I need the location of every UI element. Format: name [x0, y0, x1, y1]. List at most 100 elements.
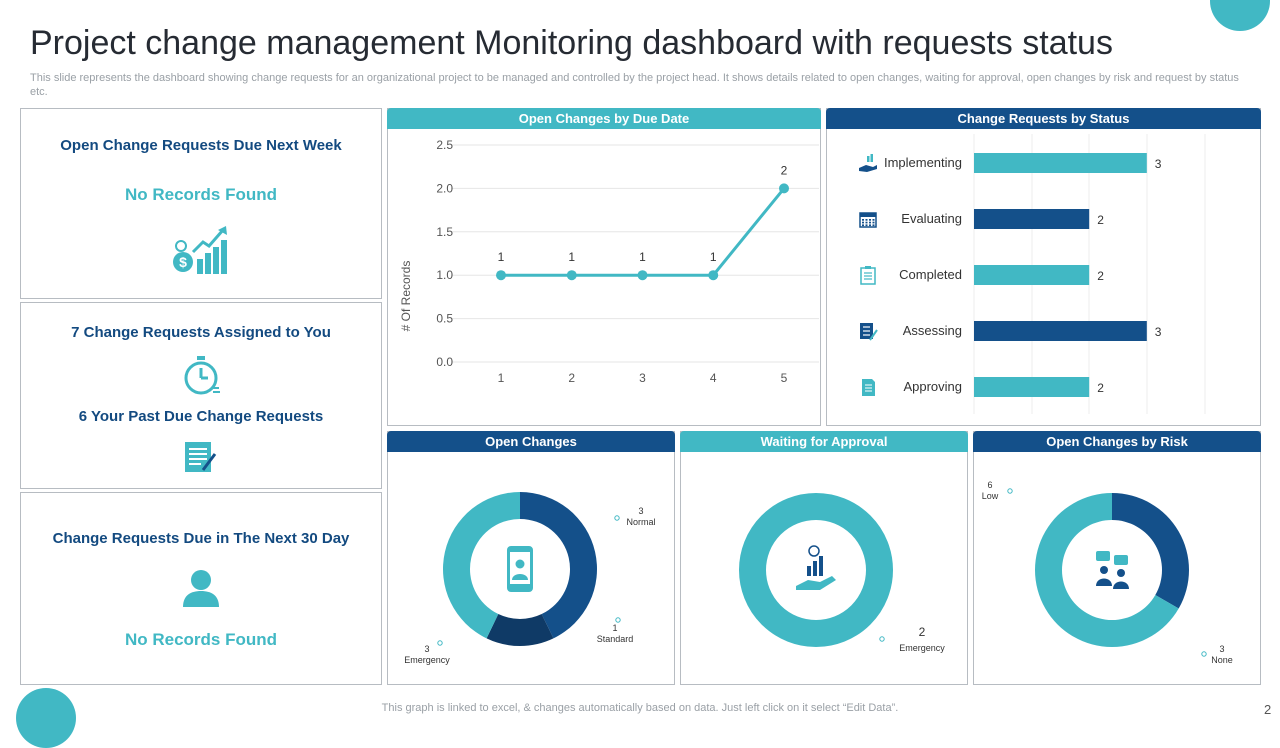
bar — [974, 321, 1147, 341]
label-marker — [437, 640, 443, 646]
bar-value-label: 2 — [1097, 381, 1104, 395]
decorative-circle-top-right — [1210, 0, 1270, 31]
icon-part — [1114, 555, 1128, 565]
label-marker — [614, 515, 620, 521]
donut-slice — [442, 492, 520, 639]
calendar-icon — [859, 212, 877, 228]
slice-category-label: Standard — [597, 634, 634, 644]
waiting-approval-title: Waiting for Approval — [680, 431, 968, 452]
slice-value-label: 1 — [612, 623, 617, 633]
category-label: Evaluating — [901, 211, 962, 226]
icon-part — [1113, 581, 1129, 589]
bar-value-label: 2 — [1097, 213, 1104, 227]
icon-part — [865, 266, 871, 269]
x-tick-label: 5 — [781, 371, 788, 385]
icon-part — [1117, 569, 1125, 577]
bar-value-label: 3 — [1155, 157, 1162, 171]
category-label: Implementing — [884, 155, 962, 170]
bar — [974, 209, 1090, 229]
icon-part — [807, 566, 811, 576]
bar — [974, 153, 1147, 173]
category-label: Approving — [903, 379, 962, 394]
slice-category-label: None — [1211, 655, 1233, 665]
no-records-message: No Records Found — [124, 630, 278, 649]
icon-part — [865, 219, 868, 221]
y-tick-label: 0.5 — [436, 312, 453, 326]
slice-value-label: 3 — [424, 644, 429, 654]
no-records-message: No Records Found — [124, 185, 278, 204]
document-icon — [862, 379, 875, 396]
slice-category-label: Normal — [626, 517, 655, 527]
panel-due-next-30-days: Change Requests Due in The Next 30 Day N… — [20, 492, 382, 685]
open-changes-title: Open Changes — [387, 431, 675, 452]
panel-due-next-week: Open Change Requests Due Next Week No Re… — [20, 108, 382, 299]
y-tick-label: 0.0 — [436, 355, 453, 369]
data-label: 1 — [639, 250, 646, 264]
category-label: Assessing — [903, 323, 962, 338]
data-label: 1 — [568, 250, 575, 264]
money-growth-chart-icon: $ — [173, 226, 227, 274]
checklist-icon — [860, 323, 878, 341]
change-requests-by-status-chart: Implementing 3 Evaluating 2 Completed 2 Assess… — [859, 134, 1206, 414]
bar-value-label: 3 — [1155, 325, 1162, 339]
data-point — [708, 270, 719, 281]
data-label: 1 — [710, 250, 717, 264]
panel-heading: Open Change Requests Due Next Week — [60, 137, 342, 154]
bar — [974, 377, 1090, 397]
y-tick-label: 1.0 — [436, 268, 453, 282]
stopwatch-icon — [184, 356, 220, 395]
icon-part — [872, 221, 875, 224]
icon-part — [862, 224, 864, 227]
data-label: 1 — [498, 250, 505, 264]
donut-slice — [520, 492, 597, 639]
icon-part — [870, 154, 873, 162]
document-edit-icon — [185, 442, 217, 472]
icon-part — [515, 559, 525, 569]
x-tick-label: 1 — [498, 371, 505, 385]
bar-chart-title: Change Requests by Status — [826, 108, 1261, 129]
icon-part — [867, 156, 870, 162]
open-changes-by-risk-title: Open Changes by Risk — [973, 431, 1261, 452]
panel-assigned-to-you: 7 Change Requests Assigned to You 6 Your… — [20, 302, 382, 489]
x-tick-label: 4 — [710, 371, 717, 385]
icon-part — [862, 221, 864, 224]
panel-heading: Change Requests Due in The Next 30 Day — [52, 530, 350, 547]
slice-value-label: 2 — [919, 625, 926, 639]
decorative-circle-bottom-left — [16, 688, 76, 748]
icon-part — [859, 165, 877, 172]
icon-part — [512, 574, 528, 580]
data-point — [637, 270, 648, 281]
label-marker — [615, 617, 621, 623]
label-marker — [1201, 651, 1207, 657]
icon-part — [796, 576, 836, 590]
slice-value-label: 3 — [638, 506, 643, 516]
icon-part — [872, 219, 875, 221]
line-chart-title: Open Changes by Due Date — [387, 108, 821, 129]
line-chart-card — [387, 108, 821, 426]
y-tick-label: 2.5 — [436, 138, 453, 152]
category-label: Completed — [899, 267, 962, 282]
label-marker — [879, 636, 885, 642]
y-tick-label: 1.5 — [436, 225, 453, 239]
page-title: Project change management Monitoring das… — [30, 24, 1113, 62]
open-changes-by-due-date-chart: 0.0 0.5 1.0 1.5 2.0 2.5 1 2 3 4 5 # Of Records 1 1 1 1 2 — [399, 138, 819, 385]
icon-part — [865, 221, 868, 224]
panel-subheading: 6 Your Past Due Change Requests — [78, 408, 324, 425]
panel-heading: 7 Change Requests Assigned to You — [71, 324, 331, 341]
icon-part — [860, 213, 876, 217]
user-icon — [183, 570, 219, 607]
data-point — [566, 270, 577, 281]
x-tick-label: 2 — [568, 371, 575, 385]
clipboard-icon — [860, 266, 876, 285]
x-tick-label: 3 — [639, 371, 646, 385]
donut-slice — [1035, 493, 1179, 647]
donut-slice — [1112, 493, 1189, 609]
icon-part — [819, 556, 823, 576]
data-point — [496, 270, 506, 281]
data-label: 2 — [781, 163, 788, 177]
hand-money-growth-icon — [796, 545, 836, 590]
page-subtitle: This slide represents the dashboard show… — [30, 72, 1239, 98]
footer-note: This graph is linked to excel, & changes… — [381, 702, 899, 714]
icon-part — [872, 224, 875, 227]
